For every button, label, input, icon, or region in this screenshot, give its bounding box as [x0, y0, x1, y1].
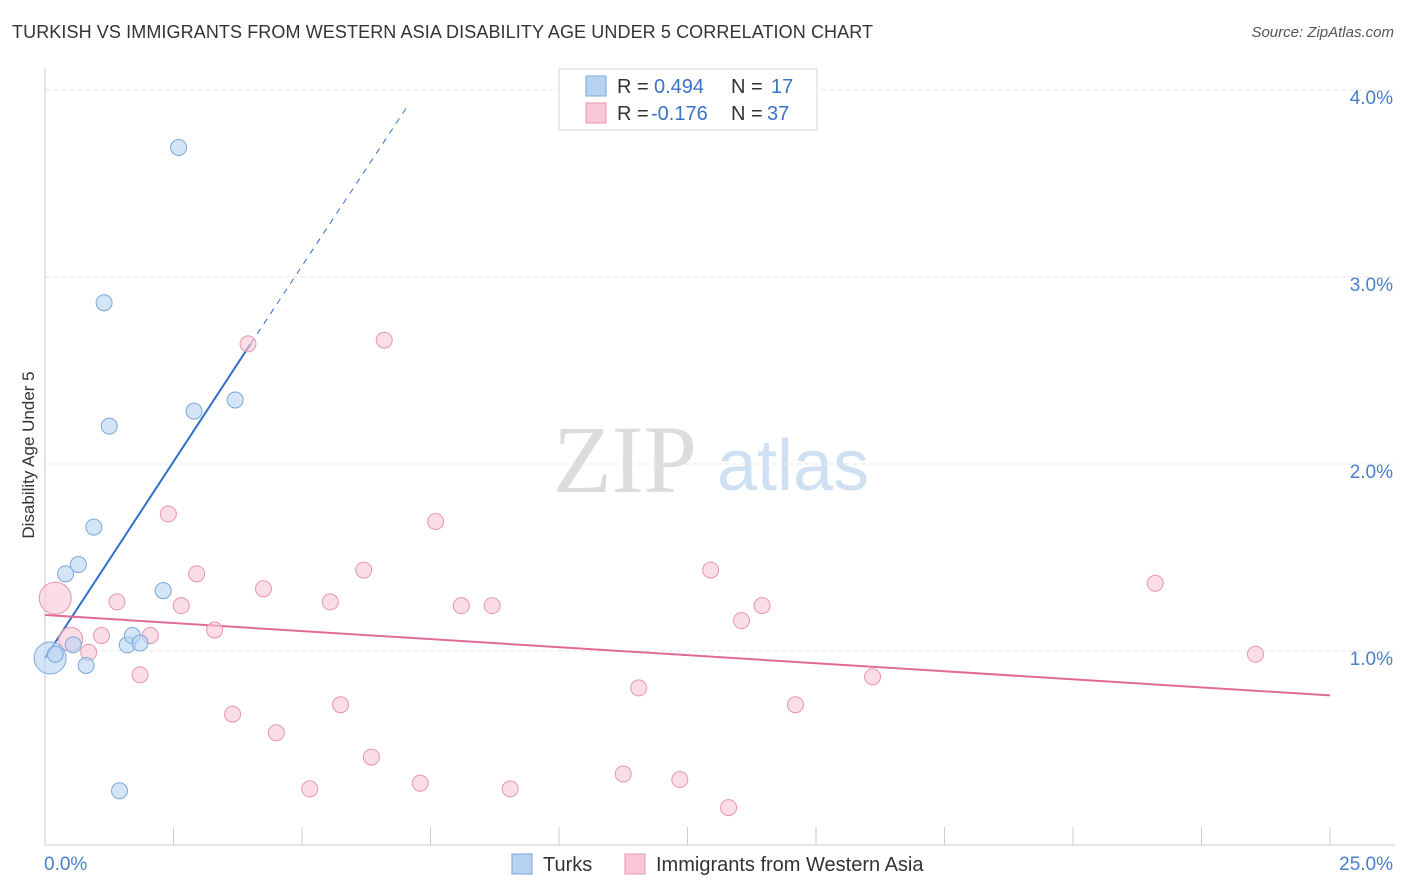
- point-turks-2: [57, 565, 75, 583]
- point-wa-35: [1146, 574, 1164, 592]
- legend-n-label-wa: N =: [731, 103, 763, 125]
- point-wa-23: [452, 597, 470, 615]
- point-wa-9: [188, 565, 206, 583]
- grid-lines: [45, 89, 1395, 652]
- correlation-legend: R = 0.494 N = 17 R = -0.176 N = 37: [558, 68, 818, 131]
- legend-swatch-turks: [585, 75, 607, 97]
- point-wa-22: [427, 512, 445, 530]
- legend-n-wa: 37: [767, 103, 789, 125]
- bottom-legend-swatch-wa: [624, 853, 646, 875]
- point-wa-14: [267, 724, 285, 742]
- point-wa-28: [671, 771, 689, 789]
- legend-n-turks: 17: [771, 76, 793, 98]
- point-wa-19: [362, 748, 380, 766]
- legend-r-wa: -0.176: [651, 103, 708, 125]
- trend-line-turks-extension: [250, 106, 408, 345]
- y-tick-label-3: 4.0%: [1350, 88, 1393, 109]
- point-wa-5: [131, 666, 149, 684]
- legend-r-turks: 0.494: [654, 76, 704, 98]
- point-wa-11: [224, 705, 242, 723]
- bottom-legend-wa: Immigrants from Western Asia: [656, 854, 924, 876]
- point-wa-27: [630, 679, 648, 697]
- x-tick-labels: 0.0% 25.0%: [44, 854, 1393, 875]
- legend-swatch-wa: [585, 102, 607, 124]
- point-turks-14: [170, 138, 188, 156]
- point-wa-7: [159, 505, 177, 523]
- point-wa-8: [172, 597, 190, 615]
- x-tick-label-0: 0.0%: [44, 854, 87, 875]
- point-wa-36: [1246, 645, 1264, 663]
- point-turks-4: [69, 556, 87, 573]
- point-turks-6: [85, 518, 103, 536]
- series-turks: [33, 138, 244, 800]
- point-wa-18: [355, 561, 373, 579]
- point-wa-16: [321, 593, 339, 611]
- point-wa-33: [786, 696, 804, 714]
- point-wa-13: [254, 580, 272, 598]
- trend-lines: [44, 106, 1331, 697]
- legend-r-label-turks: R =: [617, 76, 649, 98]
- point-wa-3: [93, 627, 111, 645]
- y-tick-label-1: 2.0%: [1350, 462, 1393, 483]
- point-wa-15: [301, 780, 319, 798]
- point-turks-16: [226, 391, 244, 409]
- x-tick-label-1: 25.0%: [1339, 854, 1393, 875]
- point-wa-26: [614, 765, 632, 783]
- point-turks-13: [154, 582, 172, 600]
- legend-n-label-turks: N =: [731, 76, 763, 98]
- point-turks-9: [111, 782, 129, 800]
- point-turks-8: [100, 417, 118, 435]
- point-turks-12: [131, 634, 149, 652]
- point-turks-15: [185, 402, 203, 420]
- point-wa-34: [864, 668, 882, 686]
- point-turks-3: [64, 636, 82, 654]
- point-wa-24: [483, 597, 501, 615]
- point-wa-21: [411, 774, 429, 792]
- y-axis-label: Disability Age Under 5: [19, 371, 38, 538]
- bottom-legend-swatch-turks: [511, 853, 533, 875]
- point-wa-32: [753, 597, 771, 615]
- y-tick-label-0: 1.0%: [1350, 649, 1393, 670]
- bottom-legend-turks: Turks: [543, 854, 592, 876]
- point-turks-7: [95, 294, 113, 312]
- point-wa-17: [332, 696, 350, 714]
- point-wa-4: [108, 593, 126, 611]
- point-turks-5: [77, 656, 95, 674]
- chart-title: TURKISH VS IMMIGRANTS FROM WESTERN ASIA …: [12, 22, 874, 42]
- point-wa-25: [501, 780, 519, 798]
- series-legend: Turks Immigrants from Western Asia: [511, 853, 924, 876]
- point-wa-12: [239, 335, 257, 353]
- series-immigrants-western-asia: [38, 331, 1264, 817]
- point-turks-1: [46, 645, 64, 663]
- point-wa-30: [720, 799, 738, 817]
- watermark-zip: ZIP: [553, 406, 697, 513]
- point-wa-20: [375, 331, 393, 349]
- trend-line-turks: [44, 343, 252, 659]
- trend-line-wa: [44, 613, 1331, 697]
- point-wa-0: [38, 581, 72, 615]
- point-wa-29: [702, 561, 720, 579]
- watermark-atlas: atlas: [717, 426, 869, 506]
- y-tick-labels: 1.0% 2.0% 3.0% 4.0%: [1350, 88, 1393, 670]
- source-label: Source: ZipAtlas.com: [1251, 24, 1394, 41]
- y-tick-label-2: 3.0%: [1350, 275, 1393, 296]
- point-wa-31: [732, 612, 750, 630]
- axes: [44, 68, 1395, 846]
- point-wa-10: [206, 621, 224, 639]
- legend-r-label-wa: R =: [617, 103, 649, 125]
